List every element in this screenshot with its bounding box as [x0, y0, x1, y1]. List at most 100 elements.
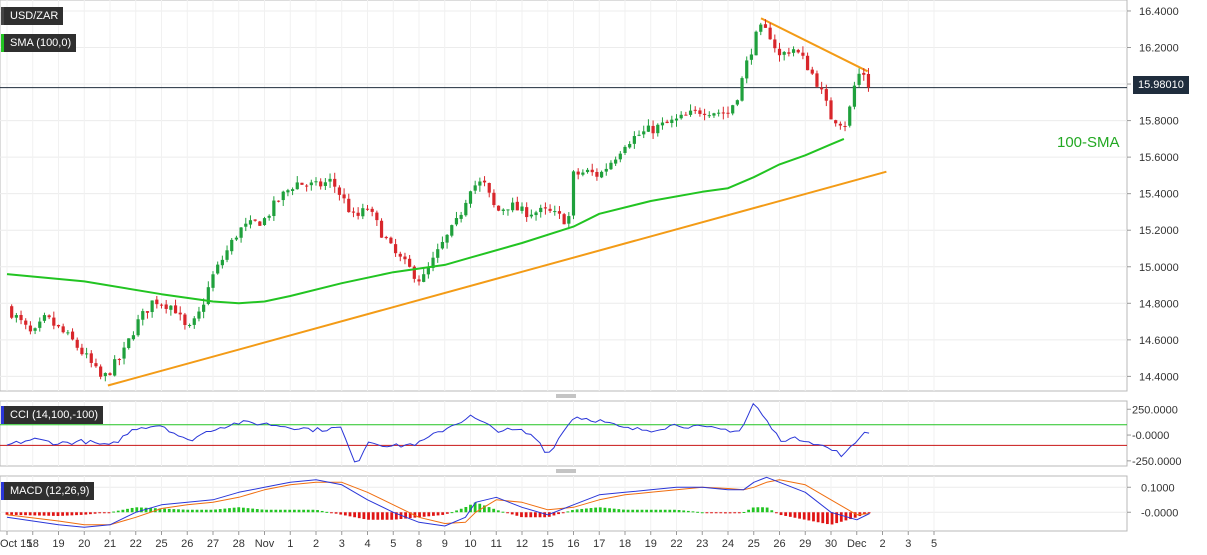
candle-body — [511, 202, 515, 211]
macd-histogram-bar — [209, 509, 213, 513]
time-tick-label: Nov — [255, 538, 275, 550]
candle-body — [136, 319, 140, 336]
macd-histogram-bar — [580, 508, 584, 513]
macd-histogram-bar — [265, 509, 268, 513]
macd-histogram-bar — [316, 510, 319, 513]
candle-body — [848, 106, 852, 126]
candle-body — [295, 182, 299, 190]
candle-body — [581, 172, 585, 175]
candle-body — [674, 118, 679, 121]
macd-histogram-bar — [163, 508, 166, 513]
macd-histogram-bar — [343, 512, 347, 516]
price-tick-label: 14.4000 — [1139, 371, 1179, 383]
macd-histogram-bar — [306, 509, 310, 513]
candle-body — [356, 212, 360, 216]
macd-histogram-bar — [733, 512, 737, 514]
candle-body — [56, 324, 61, 327]
candle-body — [857, 73, 861, 85]
time-tick-label: 22 — [130, 538, 142, 550]
time-tick-label: 12 — [516, 538, 528, 550]
macd-histogram-bar — [404, 512, 408, 519]
candle-body — [145, 311, 150, 313]
macd-histogram-bar — [172, 509, 176, 513]
macd-histogram-bar — [473, 502, 477, 513]
macd-histogram-bar — [455, 510, 458, 513]
macd-histogram-bar — [320, 510, 324, 513]
macd-histogram-bar — [297, 509, 301, 513]
candle-body — [66, 332, 70, 334]
macd-histogram-bar — [691, 511, 695, 513]
candle-body — [525, 207, 529, 218]
macd-histogram-bar — [167, 508, 171, 513]
macd-histogram-bar — [450, 512, 454, 514]
candle-body — [389, 237, 393, 244]
price-tick-label: 14.6000 — [1139, 335, 1179, 347]
pane-frame-0 — [0, 0, 1128, 392]
candle-body — [94, 363, 98, 367]
macd-histogram-bar — [686, 510, 690, 513]
price-axis: 16.400016.200016.000015.800015.600015.40… — [1127, 6, 1182, 519]
candle-body — [258, 221, 262, 226]
candle-body — [567, 216, 571, 224]
candle-body — [108, 373, 112, 376]
candle-body — [810, 69, 814, 74]
candle-body — [656, 124, 660, 134]
macd-histogram-bar — [325, 511, 329, 513]
candle-body — [731, 105, 735, 114]
macd-histogram-bar — [42, 512, 46, 516]
macd-histogram-bar — [487, 507, 491, 513]
candle-body — [337, 187, 342, 195]
macd-histogram-bar — [612, 508, 616, 513]
macd-histogram-bar — [218, 509, 222, 513]
time-tick-label: 18 — [27, 538, 39, 550]
macd-histogram-bar — [334, 512, 338, 514]
candle-body — [230, 239, 234, 252]
time-tick-label: 25 — [748, 538, 760, 550]
candle-body — [370, 208, 374, 212]
macd-histogram-bar — [112, 511, 116, 513]
candle-body — [824, 89, 828, 101]
macd-histogram-bar — [19, 512, 23, 516]
candle-body — [159, 304, 164, 306]
macd-tick-label: 0.1000 — [1141, 482, 1175, 494]
macd-histogram-bar — [798, 512, 801, 519]
macd-histogram-bar — [116, 510, 120, 513]
price-tick-label: 15.8000 — [1139, 116, 1179, 128]
candle-body — [651, 125, 655, 134]
macd-histogram-bar — [603, 507, 607, 513]
macd-histogram-bar — [98, 512, 102, 514]
macd-histogram-bar — [663, 509, 667, 513]
candle-body — [375, 212, 379, 221]
macd-histogram-bar — [292, 509, 296, 513]
candle-body — [543, 207, 548, 209]
candlesticks — [10, 19, 871, 382]
candle-body — [319, 181, 323, 187]
candle-body — [262, 218, 267, 226]
time-tick-label: 10 — [464, 538, 476, 550]
candle-body — [496, 205, 501, 211]
macd-histogram-bar — [339, 512, 343, 515]
candle-body — [459, 214, 463, 219]
macd-histogram-bar — [38, 512, 41, 516]
macd-histogram-bar — [705, 512, 709, 514]
macd-histogram-bar — [793, 512, 797, 518]
candle-body — [571, 171, 576, 216]
time-tick-label: 16 — [567, 538, 579, 550]
candle-body — [183, 314, 187, 325]
price-tick-label: 14.8000 — [1139, 298, 1179, 310]
candle-body — [379, 220, 384, 238]
sma-indicator-label: SMA (100,0) — [1, 34, 77, 52]
candle-body — [487, 183, 491, 193]
candle-body — [19, 314, 23, 321]
macd-signal-line — [6, 479, 870, 526]
macd-histogram-bar — [524, 512, 528, 518]
candle-body — [820, 87, 824, 90]
time-tick-label: 17 — [593, 538, 605, 550]
candle-body — [721, 112, 725, 114]
time-tick-label: 11 — [491, 538, 502, 550]
macd-histogram-bar — [631, 509, 635, 513]
candle-body — [426, 267, 430, 275]
macd-histogram-bar — [589, 508, 593, 513]
